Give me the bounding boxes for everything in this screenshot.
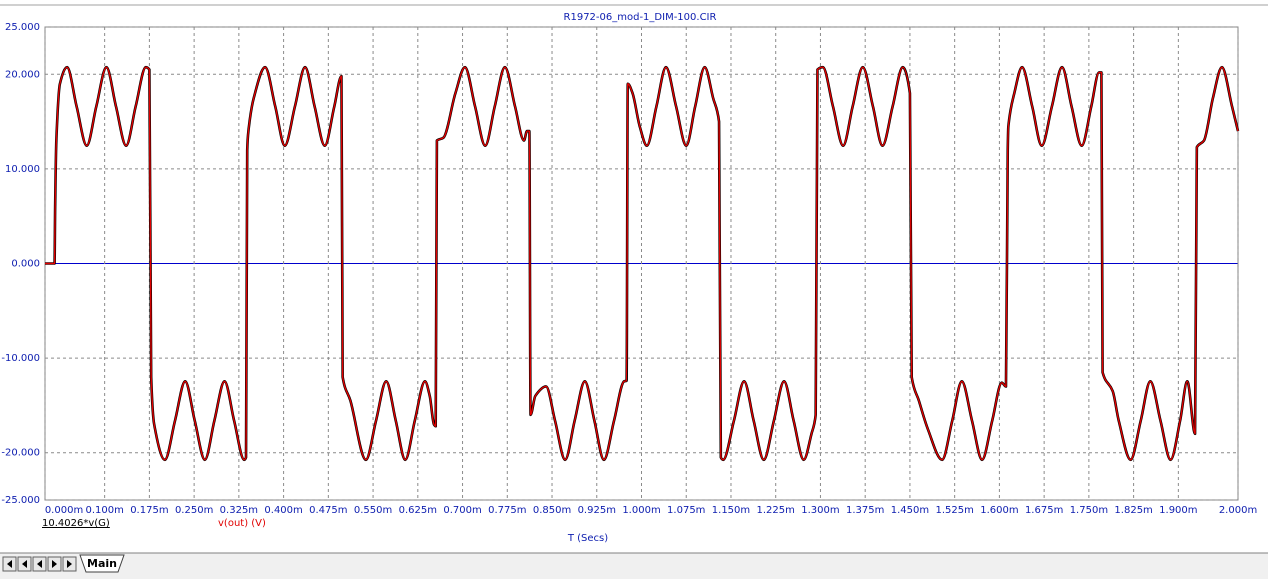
legend-label: v(out) (V) — [218, 518, 266, 529]
chart-title: R1972-06_mod-1_DIM-100.CIR — [564, 12, 717, 23]
x-tick-label: 0.925m — [578, 505, 616, 516]
y-tick-label: -20.000 — [1, 448, 40, 459]
x-tick-label: 1.150m — [712, 505, 750, 516]
plot — [45, 65, 1240, 462]
y-tick-label: 25.000 — [5, 22, 40, 33]
y-tick-label: 10.000 — [5, 164, 40, 175]
x-tick-label: 1.300m — [801, 505, 839, 516]
x-tick-label: 0.250m — [175, 505, 213, 516]
x-tick-label: 0.850m — [533, 505, 571, 516]
tab-bar — [0, 553, 1268, 579]
x-tick-label: 1.600m — [980, 505, 1018, 516]
x-tick-label: 1.750m — [1070, 505, 1108, 516]
grid — [44, 26, 1239, 501]
tab-label[interactable]: Main — [87, 557, 117, 570]
x-tick-label: 1.900m — [1159, 505, 1197, 516]
x-tick-label: 2.000m — [1219, 505, 1257, 516]
series-line — [45, 66, 1239, 461]
x-tick-label: 1.525m — [935, 505, 973, 516]
x-tick-label: 1.450m — [891, 505, 929, 516]
nav-icons — [7, 560, 72, 568]
x-tick-label: 0.400m — [264, 505, 302, 516]
x-tick-label: 1.825m — [1114, 505, 1152, 516]
x-tick-label: 0.000m — [45, 505, 83, 516]
y-tick-label: -25.000 — [1, 495, 40, 506]
x-tick-label: 0.325m — [220, 505, 258, 516]
x-tick-label: 0.700m — [443, 505, 481, 516]
x-tick-label: 1.075m — [667, 505, 705, 516]
x-tick-label: 0.175m — [130, 505, 168, 516]
x-tick-label: 0.100m — [85, 505, 123, 516]
x-tick-label: 1.225m — [757, 505, 795, 516]
x-axis-label: T (Secs) — [567, 533, 608, 544]
y-tick-label: 0.000 — [11, 259, 40, 270]
x-tick-label: 1.375m — [846, 505, 884, 516]
x-tick-label: 0.775m — [488, 505, 526, 516]
legend-label: 10.4026*v(G) — [42, 518, 110, 529]
x-tick-label: 0.475m — [309, 505, 347, 516]
x-tick-label: 0.550m — [354, 505, 392, 516]
nav-buttons[interactable] — [2, 556, 77, 572]
tab[interactable] — [79, 554, 125, 573]
x-tick-label: 0.625m — [399, 505, 437, 516]
x-tick-label: 1.000m — [622, 505, 660, 516]
y-tick-label: 20.000 — [5, 69, 40, 80]
y-tick-label: -10.000 — [1, 353, 40, 364]
x-tick-label: 1.675m — [1025, 505, 1063, 516]
